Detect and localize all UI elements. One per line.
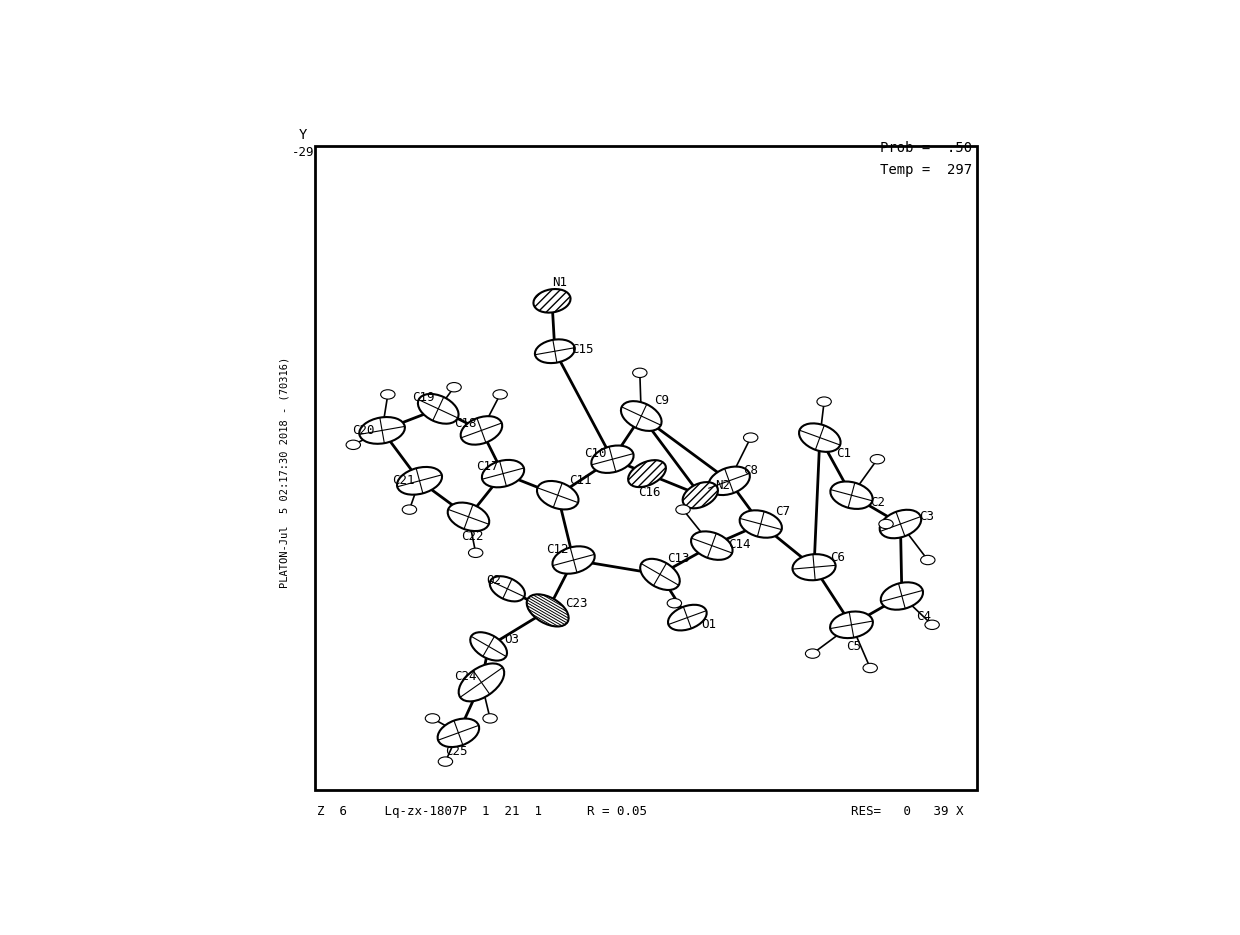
Text: C4: C4 — [916, 610, 931, 623]
Text: C15: C15 — [570, 343, 593, 356]
Bar — [315, 146, 977, 790]
Ellipse shape — [490, 576, 525, 601]
Ellipse shape — [676, 505, 691, 514]
Text: C2: C2 — [870, 496, 885, 509]
Ellipse shape — [831, 482, 873, 509]
Ellipse shape — [683, 482, 718, 509]
Text: C10: C10 — [584, 447, 606, 460]
Text: C14: C14 — [728, 538, 750, 551]
Ellipse shape — [739, 511, 782, 538]
Ellipse shape — [879, 510, 921, 539]
Ellipse shape — [806, 649, 820, 658]
Text: C17: C17 — [476, 460, 498, 473]
Ellipse shape — [553, 546, 595, 574]
Ellipse shape — [708, 467, 750, 495]
Text: C11: C11 — [569, 474, 591, 487]
Text: C24: C24 — [454, 670, 476, 683]
Text: N2: N2 — [714, 479, 729, 492]
Text: C13: C13 — [667, 552, 689, 565]
Ellipse shape — [346, 440, 361, 450]
Ellipse shape — [482, 460, 525, 487]
Ellipse shape — [863, 663, 878, 672]
Text: C18: C18 — [454, 417, 476, 430]
Text: C6: C6 — [830, 551, 844, 564]
Text: N1: N1 — [552, 276, 567, 289]
Ellipse shape — [629, 460, 666, 487]
Text: Y: Y — [299, 128, 308, 142]
Ellipse shape — [830, 611, 873, 638]
Text: C9: C9 — [655, 394, 670, 407]
Ellipse shape — [799, 424, 841, 452]
Ellipse shape — [381, 390, 396, 399]
Text: C21: C21 — [392, 474, 414, 487]
Text: C19: C19 — [413, 391, 435, 404]
Ellipse shape — [667, 598, 682, 608]
Text: C22: C22 — [461, 530, 484, 543]
Text: C8: C8 — [744, 465, 759, 477]
Text: Prob =  .50: Prob = .50 — [879, 141, 972, 155]
Ellipse shape — [438, 757, 453, 767]
Ellipse shape — [418, 394, 459, 424]
Ellipse shape — [640, 559, 680, 590]
Ellipse shape — [438, 719, 479, 747]
Text: O3: O3 — [505, 633, 520, 646]
Text: PLATON-Jul  5 02:17:30 2018 - (70316): PLATON-Jul 5 02:17:30 2018 - (70316) — [280, 356, 290, 588]
Ellipse shape — [527, 595, 569, 626]
Ellipse shape — [469, 548, 482, 557]
Ellipse shape — [925, 620, 940, 629]
Text: C1: C1 — [836, 447, 851, 460]
Ellipse shape — [621, 401, 662, 431]
Ellipse shape — [446, 382, 461, 392]
Ellipse shape — [880, 583, 923, 610]
Text: C16: C16 — [639, 486, 661, 499]
Ellipse shape — [470, 632, 507, 661]
Ellipse shape — [494, 390, 507, 399]
Ellipse shape — [425, 713, 440, 723]
Ellipse shape — [879, 519, 893, 528]
Text: RES=   0   39 X: RES= 0 39 X — [852, 805, 963, 818]
Ellipse shape — [744, 433, 758, 442]
Ellipse shape — [533, 289, 570, 312]
Ellipse shape — [397, 467, 441, 495]
Text: C25: C25 — [445, 745, 467, 758]
Text: C23: C23 — [565, 597, 588, 610]
Ellipse shape — [459, 664, 505, 701]
Ellipse shape — [534, 339, 575, 363]
Ellipse shape — [402, 505, 417, 514]
Text: C5: C5 — [846, 640, 861, 653]
Ellipse shape — [632, 368, 647, 378]
Text: -29: -29 — [291, 146, 314, 159]
Ellipse shape — [591, 445, 634, 473]
Text: C3: C3 — [919, 511, 934, 524]
Ellipse shape — [792, 554, 836, 581]
Ellipse shape — [360, 417, 405, 444]
Text: Temp =  297: Temp = 297 — [879, 163, 972, 177]
Text: C7: C7 — [775, 505, 790, 518]
Text: Z  6     Lq-zx-1807P  1  21  1      R = 0.05: Z 6 Lq-zx-1807P 1 21 1 R = 0.05 — [317, 805, 647, 818]
Ellipse shape — [668, 605, 707, 630]
Ellipse shape — [870, 454, 884, 464]
Text: C20: C20 — [352, 424, 374, 437]
Ellipse shape — [482, 713, 497, 723]
Ellipse shape — [817, 397, 831, 407]
Text: C12: C12 — [547, 543, 569, 556]
Text: O2: O2 — [486, 574, 501, 586]
Ellipse shape — [920, 555, 935, 565]
Ellipse shape — [448, 503, 490, 531]
Ellipse shape — [537, 481, 579, 510]
Text: O1: O1 — [702, 618, 717, 631]
Ellipse shape — [691, 531, 733, 560]
Ellipse shape — [460, 416, 502, 445]
